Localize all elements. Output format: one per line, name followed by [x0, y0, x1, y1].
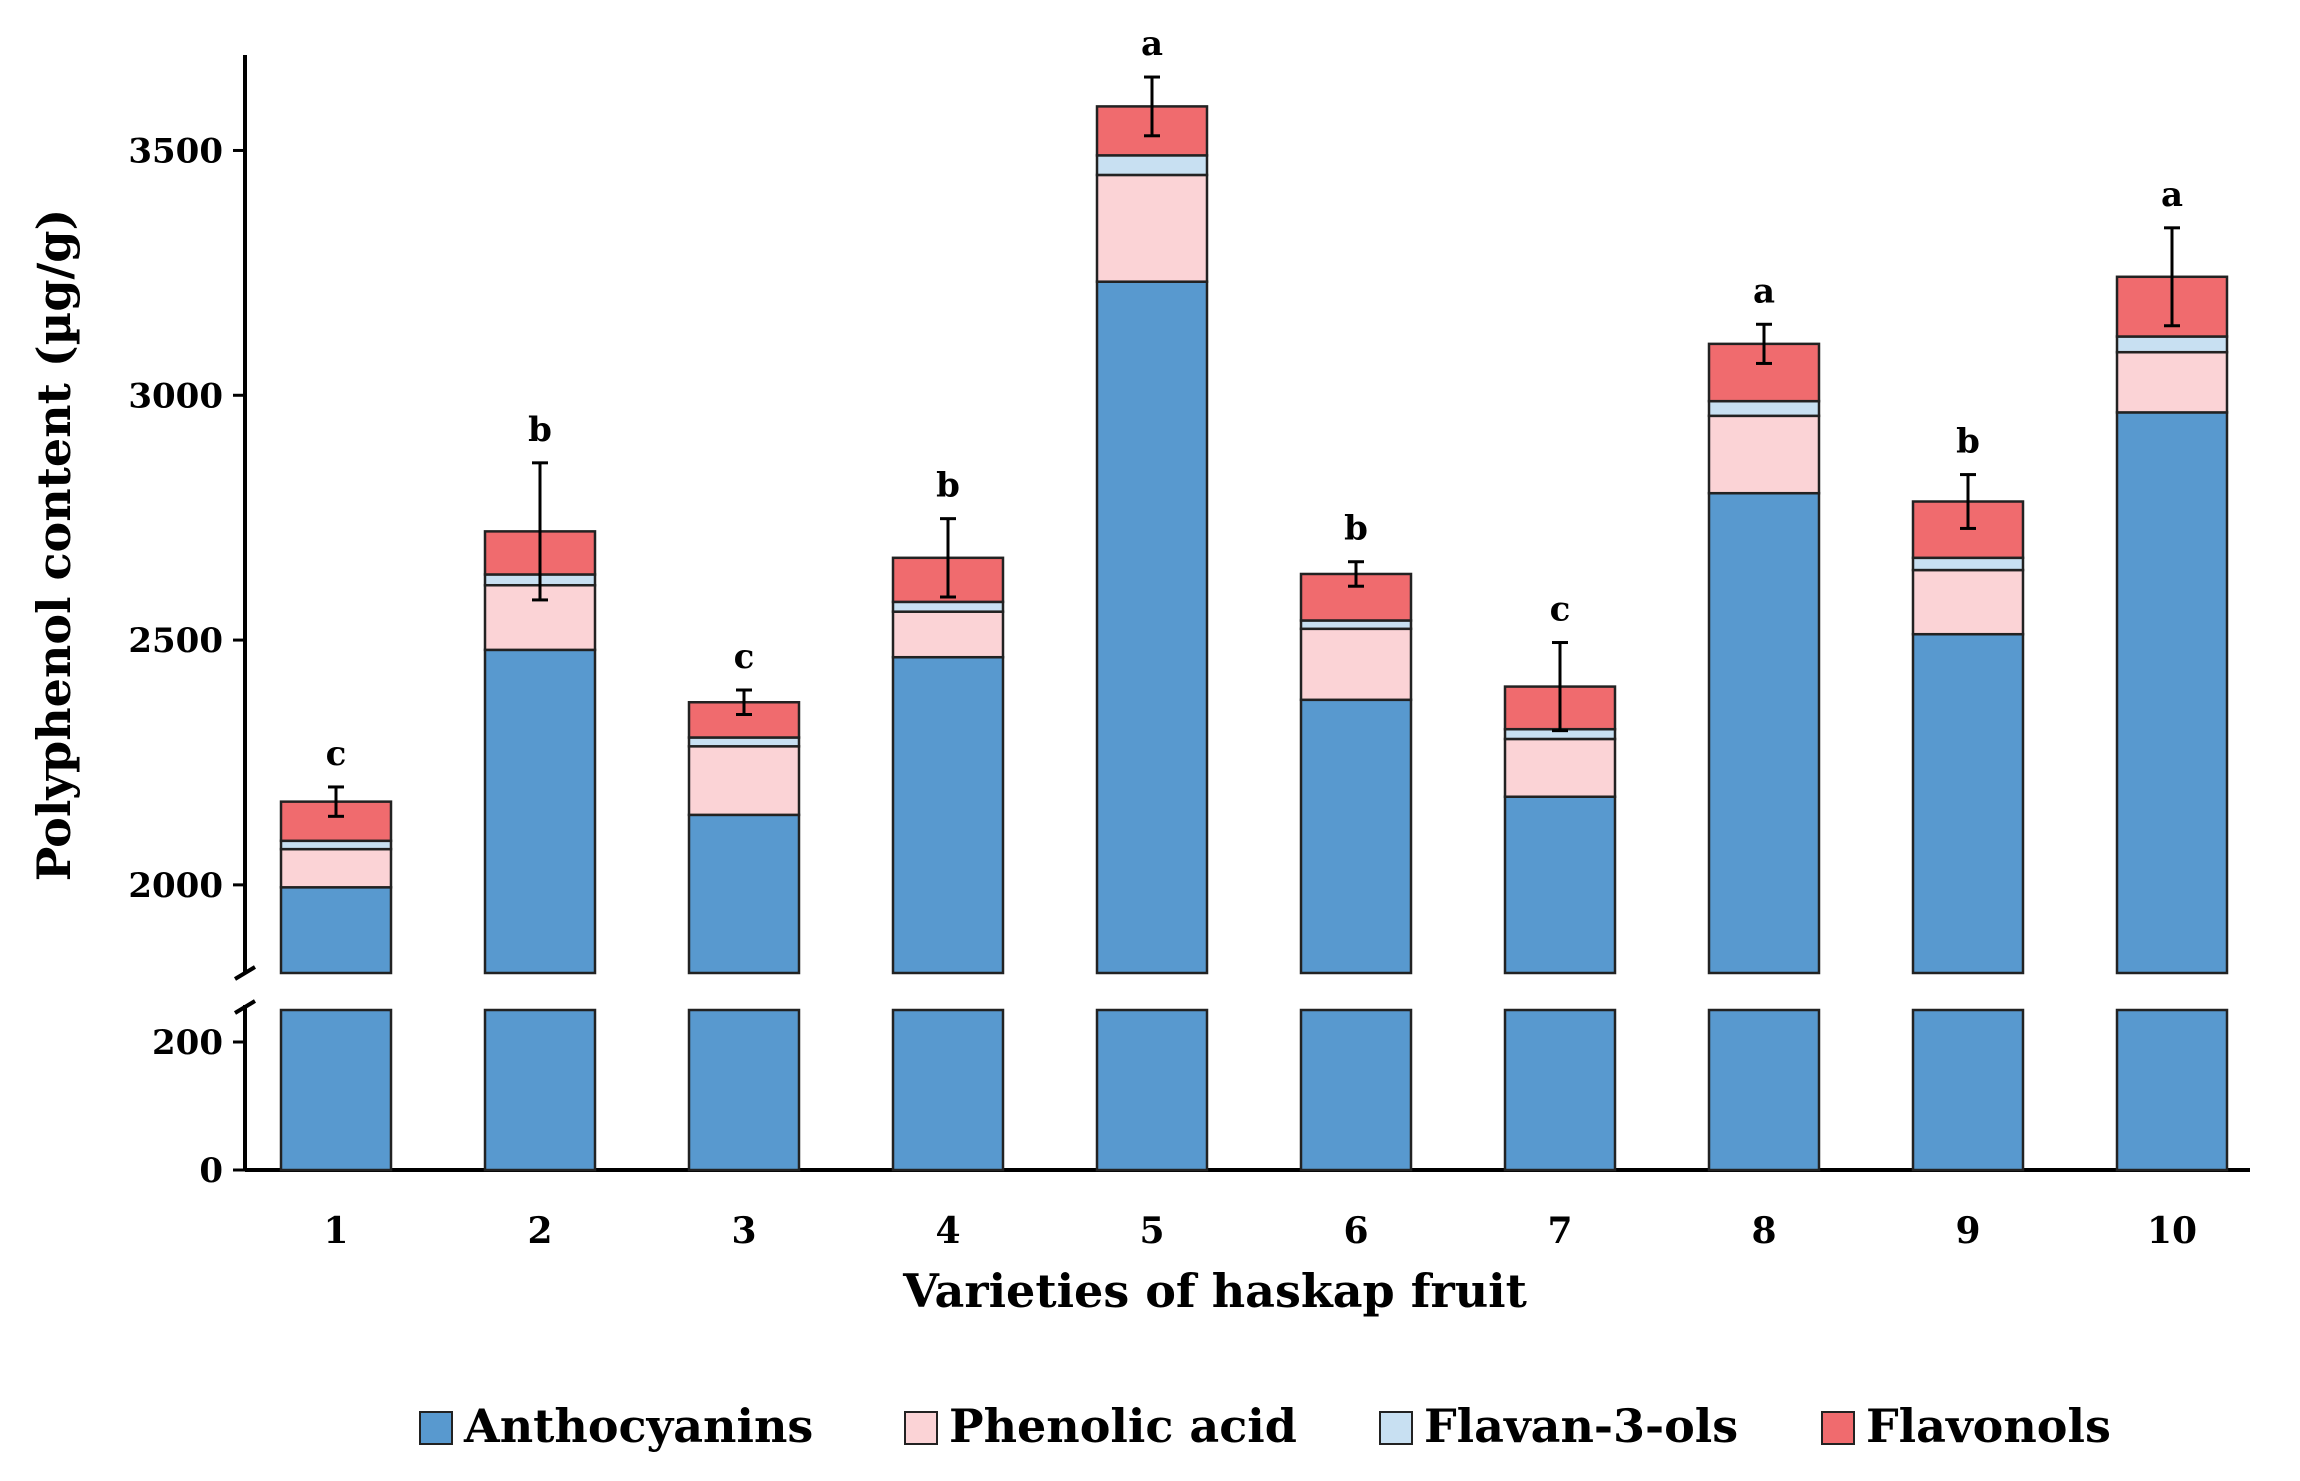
bar-segment-phenolic-acid: [2115, 350, 2229, 414]
bar-segment-phenolic-acid: [1911, 568, 2025, 636]
legend-label: Flavonols: [1866, 1399, 2111, 1453]
bar-segment-flavan-3-ols: [687, 736, 801, 748]
significance-letter: a: [1141, 24, 1163, 64]
bar-segment-phenolic-acid: [1707, 414, 1821, 495]
significance-letter: b: [528, 410, 552, 450]
y-tick-label: 3000: [128, 376, 223, 416]
legend: Anthocyanins Phenolic acid Flavan-3-ols Fla…: [419, 1399, 2111, 1453]
bar-segment-phenolic-acid: [891, 610, 1005, 659]
bar-segment-anthocyanins: [1503, 795, 1617, 975]
x-tick-label: 8: [1751, 1210, 1776, 1252]
bar-segment-flavan-3-ols: [1707, 399, 1821, 418]
bar-segment-anthocyanins: [483, 648, 597, 975]
x-tick-label: 6: [1343, 1210, 1368, 1252]
significance-letter: c: [1550, 590, 1571, 630]
bar-segment-phenolic-acid: [1095, 173, 1209, 283]
x-tick-label: 7: [1547, 1210, 1572, 1252]
x-tick-label: 1: [323, 1210, 348, 1252]
bar-segment-phenolic-acid: [279, 847, 393, 889]
bar-segment-anthocyanins-lower: [1503, 1008, 1617, 1172]
bar-segment-anthocyanins: [1911, 632, 2025, 975]
bar-segment-anthocyanins: [1707, 491, 1821, 975]
legend-swatch: [419, 1411, 453, 1445]
bar-segment-anthocyanins: [279, 886, 393, 975]
x-tick-label: 10: [2147, 1210, 2197, 1252]
y-axis-title: Polyphenol content (µg/g): [27, 209, 81, 881]
bar-segment-phenolic-acid: [687, 745, 801, 817]
bar-segment-anthocyanins: [2115, 411, 2229, 975]
x-tick-label: 4: [935, 1210, 960, 1252]
bar-segment-flavan-3-ols: [1911, 556, 2025, 572]
legend-label: Flavan-3-ols: [1424, 1399, 1738, 1453]
bar-segment-anthocyanins: [1095, 280, 1209, 975]
axis-break-mark-lower: [233, 999, 257, 1015]
significance-letters: c b c b a b c a b a: [326, 24, 2183, 774]
x-axis-title: Varieties of haskap fruit: [902, 1264, 1528, 1318]
bar-segment-flavan-3-ols: [2115, 335, 2229, 354]
bar-segment-anthocyanins-lower: [687, 1008, 801, 1172]
legend-swatch: [1379, 1411, 1413, 1445]
legend-label: Anthocyanins: [463, 1399, 813, 1453]
bar-segment-anthocyanins: [1299, 698, 1413, 975]
bar-segment-anthocyanins-lower: [2115, 1008, 2229, 1172]
error-bars: [328, 75, 2180, 818]
bar-segment-flavan-3-ols: [891, 600, 1005, 613]
bar-segment-anthocyanins-lower: [1707, 1008, 1821, 1172]
significance-letter: c: [734, 637, 755, 677]
y-tick-label: 0: [199, 1151, 223, 1191]
bar-segment-anthocyanins-lower: [279, 1008, 393, 1172]
significance-letter: c: [326, 734, 347, 774]
bar-segment-anthocyanins-lower: [1911, 1008, 2025, 1172]
bar-segment-anthocyanins-lower: [891, 1008, 1005, 1172]
bar-segment-phenolic-acid: [1503, 737, 1617, 798]
x-tick-label: 5: [1139, 1210, 1164, 1252]
bar-segment-anthocyanins-lower: [1299, 1008, 1413, 1172]
y-axis-ticks: 0 200 2000 2500 3000 3500: [128, 131, 245, 1191]
x-axis-tick-labels: 1 2 3 4 5 6 7 8 9 10: [323, 1210, 2197, 1252]
significance-letter: b: [1956, 422, 1980, 462]
y-tick-label: 2000: [128, 866, 223, 906]
bars: [279, 105, 2229, 1172]
y-tick-label: 3500: [128, 131, 223, 171]
significance-letter: a: [2161, 175, 2183, 215]
legend-label: Phenolic acid: [949, 1399, 1297, 1453]
bar-segment-anthocyanins: [687, 813, 801, 975]
bar-segment-anthocyanins: [891, 655, 1005, 975]
y-tick-label: 2500: [128, 621, 223, 661]
bar-segment-anthocyanins-lower: [1095, 1008, 1209, 1172]
bar-segment-flavan-3-ols: [1095, 154, 1209, 177]
x-tick-label: 2: [527, 1210, 552, 1252]
legend-swatch: [904, 1411, 938, 1445]
axis-break-mark-upper: [233, 965, 257, 981]
x-tick-label: 9: [1955, 1210, 1980, 1252]
legend-swatch: [1821, 1411, 1855, 1445]
y-tick-label: 200: [152, 1023, 223, 1063]
x-tick-label: 3: [731, 1210, 756, 1252]
significance-letter: b: [936, 466, 960, 506]
bar-segment-phenolic-acid: [1299, 627, 1413, 702]
bar-segment-anthocyanins-lower: [483, 1008, 597, 1172]
significance-letter: b: [1344, 509, 1368, 549]
significance-letter: a: [1753, 271, 1775, 311]
